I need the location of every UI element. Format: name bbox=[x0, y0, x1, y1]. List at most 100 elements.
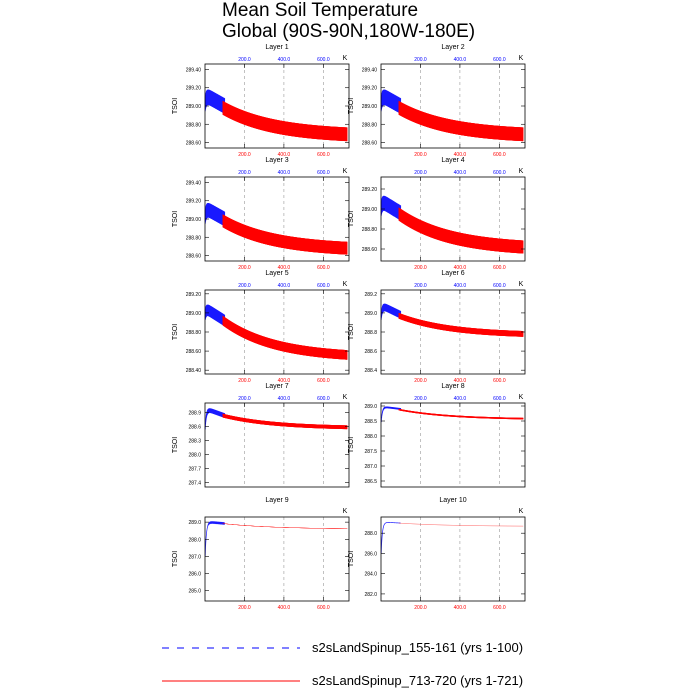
panel-title: Layer 8 bbox=[441, 383, 464, 390]
legend-label-series-2: s2sLandSpinup_713-720 (yrs 1-721) bbox=[312, 673, 524, 688]
series-line-155-161 bbox=[380, 89, 402, 114]
y-tick-label: 287.0 bbox=[188, 554, 201, 560]
panel-layer-6: Layer 6 K TSOI 289.2 289.0 288.8 288.6 288.4 200… bbox=[348, 270, 526, 384]
y-tick-label: 288.60 bbox=[362, 247, 378, 253]
x-bottom-tick-label: 200.0 bbox=[238, 605, 251, 611]
x-top-tick-label: 600.0 bbox=[493, 283, 506, 289]
y-axis-label: TSOI bbox=[172, 211, 179, 227]
units-label: K bbox=[343, 168, 348, 175]
units-label: K bbox=[519, 508, 524, 515]
y-tick-label: 288.0 bbox=[188, 452, 201, 458]
x-bottom-tick-label: 600.0 bbox=[317, 152, 330, 158]
units-label: K bbox=[343, 394, 348, 401]
title-line-2: Global (90S-90N,180W-180E) bbox=[222, 21, 476, 42]
x-bottom-tick-label: 600.0 bbox=[317, 265, 330, 271]
y-tick-label: 286.0 bbox=[188, 572, 201, 578]
y-tick-label: 289.40 bbox=[186, 180, 202, 186]
units-label: K bbox=[519, 55, 524, 62]
x-top-tick-label: 600.0 bbox=[317, 57, 330, 63]
series-line-713-720 bbox=[398, 312, 524, 337]
x-bottom-tick-label: 200.0 bbox=[414, 265, 427, 271]
series-line-155-161 bbox=[204, 408, 226, 430]
x-bottom-tick-label: 400.0 bbox=[454, 152, 467, 158]
series-line-713-720 bbox=[398, 408, 524, 420]
y-tick-label: 288.80 bbox=[362, 227, 378, 233]
x-top-tick-label: 400.0 bbox=[278, 283, 291, 289]
x-top-tick-label: 200.0 bbox=[238, 57, 251, 63]
panel-layer-5: Layer 5 K TSOI 289.20 289.00 288.80 288.60 288.… bbox=[172, 270, 350, 384]
x-bottom-tick-label: 600.0 bbox=[317, 378, 330, 384]
y-tick-label: 288.40 bbox=[186, 368, 202, 374]
series-line-155-161 bbox=[204, 89, 226, 114]
panel-layer-10: Layer 10 K TSOI 288.0 286.0 284.0 282.0 200.0 40… bbox=[348, 497, 526, 611]
plot-frame bbox=[204, 516, 350, 602]
y-tick-label: 288.3 bbox=[188, 438, 201, 444]
y-axis-label: TSOI bbox=[172, 437, 179, 453]
y-tick-label: 288.6 bbox=[188, 424, 201, 430]
series-line-713-720 bbox=[222, 315, 348, 360]
x-bottom-tick-label: 600.0 bbox=[317, 605, 330, 611]
panel-layer-8: Layer 8 K TSOI 289.0 288.5 288.0 287.5 287.0 286… bbox=[348, 383, 526, 488]
x-bottom-tick-label: 400.0 bbox=[278, 378, 291, 384]
y-tick-label: 287.4 bbox=[188, 480, 201, 486]
y-tick-label: 286.0 bbox=[364, 551, 377, 557]
series-line-713-720 bbox=[222, 100, 348, 142]
y-tick-label: 289.20 bbox=[186, 292, 202, 298]
panel-layer-4: Layer 4 K TSOI 289.20 289.00 288.80 288.60 200.… bbox=[348, 157, 526, 271]
y-tick-label: 289.40 bbox=[186, 67, 202, 73]
y-tick-label: 288.9 bbox=[188, 410, 201, 416]
x-top-tick-label: 200.0 bbox=[414, 170, 427, 176]
y-tick-label: 288.60 bbox=[362, 141, 378, 147]
y-tick-label: 289.0 bbox=[188, 520, 201, 526]
series-line-155-161 bbox=[204, 203, 226, 227]
panel-title: Layer 3 bbox=[265, 157, 288, 164]
y-tick-label: 288.60 bbox=[186, 254, 202, 260]
y-tick-label: 289.40 bbox=[362, 67, 378, 73]
chart-panels: Layer 1 K TSOI 289.40 289.20 289.00 288.80 288.… bbox=[172, 44, 526, 611]
x-top-tick-label: 400.0 bbox=[454, 57, 467, 63]
y-tick-label: 288.4 bbox=[364, 368, 377, 374]
x-bottom-tick-label: 200.0 bbox=[238, 152, 251, 158]
panel-title: Layer 2 bbox=[441, 44, 464, 51]
x-bottom-tick-label: 200.0 bbox=[238, 378, 251, 384]
units-label: K bbox=[519, 394, 524, 401]
series-line-155-161 bbox=[204, 521, 226, 557]
x-bottom-tick-label: 400.0 bbox=[278, 152, 291, 158]
x-top-tick-label: 400.0 bbox=[454, 283, 467, 289]
title-line-1: Mean Soil Temperature bbox=[222, 0, 419, 21]
y-tick-label: 282.0 bbox=[364, 592, 377, 598]
x-bottom-tick-label: 400.0 bbox=[454, 378, 467, 384]
units-label: K bbox=[343, 55, 348, 62]
y-tick-label: 288.0 bbox=[188, 537, 201, 543]
y-tick-label: 284.0 bbox=[364, 572, 377, 578]
y-axis-label: TSOI bbox=[172, 98, 179, 114]
legend-label-series-1: s2sLandSpinup_155-161 (yrs 1-100) bbox=[312, 640, 524, 655]
panel-layer-2: Layer 2 K TSOI 289.40 289.20 289.00 288.80 288.… bbox=[348, 44, 526, 158]
y-tick-label: 288.0 bbox=[364, 531, 377, 537]
x-top-tick-label: 400.0 bbox=[278, 396, 291, 402]
y-tick-label: 289.00 bbox=[186, 104, 202, 110]
plot-frame bbox=[204, 289, 350, 375]
x-top-tick-label: 200.0 bbox=[414, 57, 427, 63]
legend: s2sLandSpinup_155-161 (yrs 1-100) s2sLan… bbox=[0, 630, 700, 700]
series-line-155-161 bbox=[380, 522, 401, 554]
series-line-155-161 bbox=[380, 406, 402, 423]
y-tick-label: 289.20 bbox=[186, 86, 202, 92]
legend-swatches bbox=[162, 647, 300, 682]
y-tick-label: 287.7 bbox=[188, 466, 201, 472]
y-axis-label: TSOI bbox=[348, 551, 355, 567]
y-axis-label: TSOI bbox=[348, 211, 355, 227]
panel-title: Layer 1 bbox=[265, 44, 288, 51]
x-bottom-tick-label: 600.0 bbox=[493, 152, 506, 158]
y-tick-label: 288.80 bbox=[186, 235, 202, 241]
y-tick-label: 289.00 bbox=[186, 311, 202, 317]
x-top-tick-label: 400.0 bbox=[454, 396, 467, 402]
x-bottom-tick-label: 600.0 bbox=[493, 265, 506, 271]
panel-title: Layer 5 bbox=[265, 270, 288, 277]
panel-title: Layer 9 bbox=[265, 497, 288, 504]
x-top-tick-label: 600.0 bbox=[317, 396, 330, 402]
x-top-tick-label: 600.0 bbox=[317, 283, 330, 289]
y-axis-label: TSOI bbox=[348, 98, 355, 114]
units-label: K bbox=[343, 508, 348, 515]
panel-title: Layer 6 bbox=[441, 270, 464, 277]
